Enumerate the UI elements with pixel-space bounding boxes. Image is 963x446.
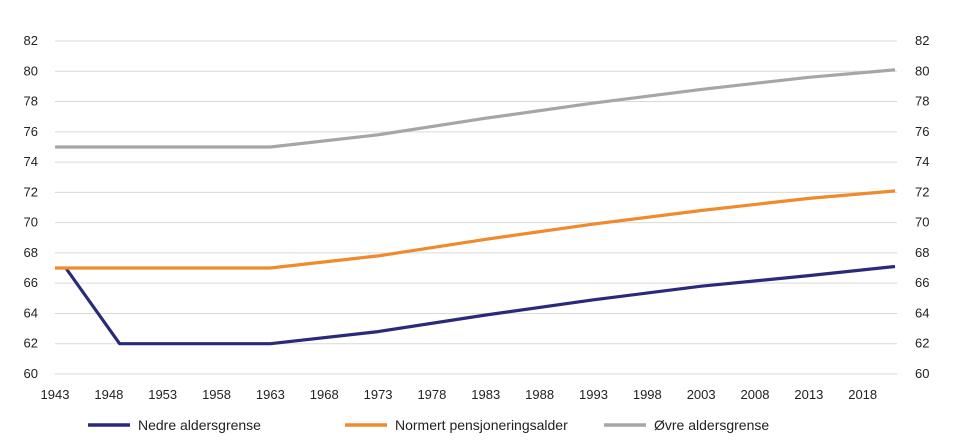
x-tick-label: 2018 [848,387,877,402]
series-lines [55,68,896,346]
y-tick-label-left: 76 [24,124,38,139]
x-tick-label: 1943 [41,387,70,402]
y-tick-label-right: 76 [915,124,929,139]
y-tick-label-right: 68 [915,245,929,260]
x-tick-label: 1983 [471,387,500,402]
y-tick-label-right: 74 [915,154,929,169]
series-line-0 [64,264,896,346]
x-tick-label: 1968 [310,387,339,402]
y-tick-label-left: 62 [24,336,38,351]
x-tick-label: 1953 [148,387,177,402]
x-tick-label: 1963 [256,387,285,402]
x-tick-label: 2008 [741,387,770,402]
legend-label-2: Øvre aldersgrense [654,417,769,433]
y-tick-label-left: 74 [24,154,38,169]
y-tick-label-right: 70 [915,215,929,230]
y-tick-label-left: 78 [24,94,38,109]
y-tick-label-left: 64 [24,305,38,320]
y-tick-label-right: 78 [915,94,929,109]
legend: Nedre aldersgrense Normert pensjoneringsa… [88,417,769,433]
y-tick-label-right: 82 [915,33,929,48]
y-tick-label-right: 60 [915,366,929,381]
y-tick-label-right: 72 [915,184,929,199]
series-line-2 [55,68,896,149]
series-line-1 [55,189,896,270]
y-tick-label-right: 64 [915,305,929,320]
x-tick-label: 2013 [794,387,823,402]
y-axis-right: 60 62 64 66 68 70 72 74 76 78 80 82 [915,33,929,381]
y-tick-label-left: 68 [24,245,38,260]
x-tick-label: 1948 [94,387,123,402]
y-tick-label-left: 70 [24,215,38,230]
x-tick-label: 1978 [417,387,446,402]
y-tick-label-right: 62 [915,336,929,351]
x-tick-label: 1958 [202,387,231,402]
x-tick-label: 1993 [579,387,608,402]
x-tick-label: 1988 [525,387,554,402]
x-axis: 1943 1948 1953 1958 1963 1968 1973 1978 1983 1988… [41,387,878,402]
y-tick-label-left: 72 [24,184,38,199]
x-tick-label: 2003 [687,387,716,402]
y-tick-label-left: 80 [24,63,38,78]
y-tick-label-left: 82 [24,33,38,48]
y-tick-label-right: 80 [915,63,929,78]
y-tick-label-right: 66 [915,275,929,290]
grid-lines [55,40,897,375]
y-axis-left: 60 62 64 66 68 70 72 74 76 78 80 82 [24,33,38,381]
legend-label-0: Nedre aldersgrense [138,417,261,433]
x-tick-label: 1973 [364,387,393,402]
legend-label-1: Normert pensjoneringsalder [395,417,568,433]
x-tick-label: 1998 [633,387,662,402]
y-tick-label-left: 60 [24,366,38,381]
y-tick-label-left: 66 [24,275,38,290]
